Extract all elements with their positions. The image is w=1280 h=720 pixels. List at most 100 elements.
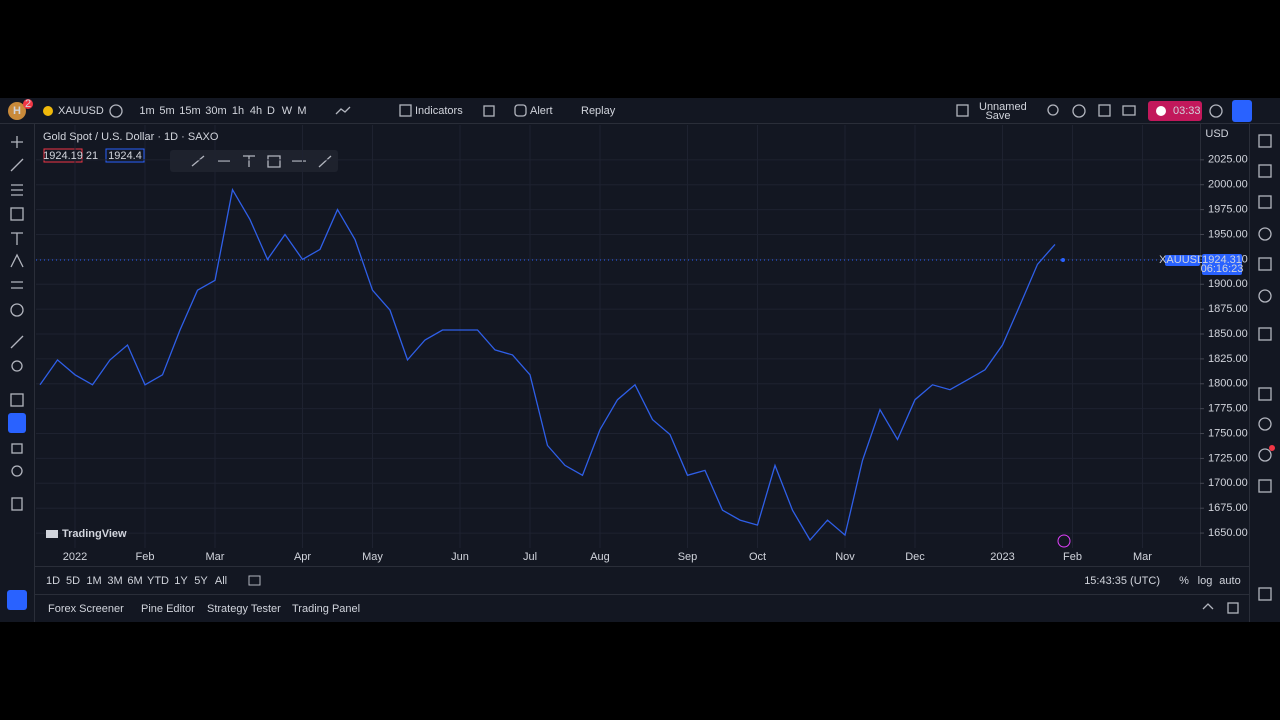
interval[interactable]: M <box>297 105 306 117</box>
percent[interactable]: % <box>1179 575 1189 587</box>
ruler[interactable] <box>10 335 24 349</box>
badge <box>23 99 33 109</box>
interval[interactable]: 1m <box>139 105 154 117</box>
notification-dot <box>1269 445 1275 451</box>
sidebar-icon[interactable] <box>1258 448 1272 462</box>
sidebar-icon[interactable] <box>1258 289 1272 303</box>
alert[interactable]: Alert <box>530 105 553 117</box>
last-price-box <box>1202 254 1242 276</box>
indicators[interactable]: Indicators <box>415 105 463 117</box>
lock[interactable] <box>11 443 23 454</box>
sidebar-icon[interactable] <box>1258 164 1272 178</box>
avatar[interactable] <box>8 102 26 120</box>
icons-tool[interactable] <box>10 303 24 317</box>
range-button[interactable]: 1D <box>46 575 60 587</box>
drawing-mode[interactable] <box>8 413 26 433</box>
floating-toolbar <box>170 150 338 172</box>
pattern-tool[interactable] <box>10 253 24 268</box>
auto[interactable]: auto <box>1219 575 1240 587</box>
sidebar-icon[interactable] <box>1258 417 1272 431</box>
interval[interactable]: D <box>267 105 275 117</box>
y-tick-label: 1800.00 <box>1208 378 1248 390</box>
range-button[interactable]: 3M <box>107 575 122 587</box>
interval[interactable]: 30m <box>205 105 226 117</box>
maximize[interactable] <box>1227 602 1239 614</box>
range-button[interactable]: 1Y <box>174 575 188 587</box>
snapshot[interactable] <box>1122 105 1136 116</box>
x-tick-label: Jul <box>523 551 537 563</box>
x-tick-label: Mar <box>1133 551 1152 563</box>
shape-tool[interactable] <box>10 207 24 221</box>
layout-name[interactable]: Unnamed <box>979 101 1027 113</box>
range-button[interactable]: All <box>215 575 227 587</box>
mic[interactable] <box>1232 100 1252 122</box>
panel-tab[interactable]: Trading Panel <box>292 603 360 615</box>
clock: 15:43:35 (UTC) <box>1084 575 1160 587</box>
bid[interactable]: 1924.19 <box>43 150 83 162</box>
event-marker[interactable] <box>1057 534 1071 548</box>
record-box[interactable] <box>1148 101 1202 121</box>
interval[interactable]: 5m <box>159 105 174 117</box>
layers[interactable] <box>1258 587 1272 601</box>
watchlist-star[interactable] <box>7 590 27 610</box>
compare-icon[interactable] <box>248 575 261 586</box>
replay[interactable]: Replay <box>581 105 616 117</box>
crosshair[interactable] <box>11 136 23 148</box>
interval[interactable]: 4h <box>250 105 262 117</box>
trend-tool[interactable] <box>10 158 24 172</box>
x-tick-label: May <box>362 551 383 563</box>
trash[interactable] <box>11 497 23 511</box>
y-tick-label: 1950.00 <box>1208 228 1248 240</box>
interval[interactable]: W <box>282 105 293 117</box>
log[interactable]: log <box>1198 575 1213 587</box>
forecast-tool[interactable] <box>11 281 23 289</box>
sidebar-icon[interactable] <box>1258 195 1272 209</box>
pause[interactable] <box>1209 104 1223 118</box>
x-tick-label: 2022 <box>63 551 87 563</box>
panel-tab[interactable]: Pine Editor <box>141 603 195 615</box>
interval[interactable]: 15m <box>179 105 200 117</box>
add-symbol[interactable] <box>109 104 123 118</box>
left-tools <box>7 136 27 610</box>
y-tick-label: 1650.00 <box>1208 527 1248 539</box>
settings[interactable] <box>1072 104 1086 118</box>
panel-tab[interactable]: Strategy Tester <box>207 603 281 615</box>
alert-icon[interactable] <box>514 104 527 117</box>
sidebar-icon[interactable] <box>1258 134 1272 148</box>
fib-tool[interactable] <box>11 184 23 196</box>
text-tool[interactable] <box>11 232 23 245</box>
range-button[interactable]: YTD <box>147 575 169 587</box>
range-button[interactable]: 6M <box>127 575 142 587</box>
hide[interactable] <box>11 465 23 477</box>
sidebar-icon[interactable] <box>1258 327 1272 341</box>
sidebar-icon[interactable] <box>1258 257 1272 271</box>
fullscreen[interactable] <box>1098 104 1111 117</box>
currency[interactable]: USD <box>1205 128 1228 140</box>
watermark-logo <box>46 530 58 538</box>
y-tick-label: 1675.00 <box>1208 502 1248 514</box>
range-button[interactable]: 5Y <box>194 575 208 587</box>
range-button[interactable]: 1M <box>86 575 101 587</box>
sidebar-icon[interactable] <box>1258 387 1272 401</box>
bid-box[interactable] <box>43 148 83 163</box>
templates-icon[interactable] <box>483 105 495 117</box>
symbol[interactable]: XAUUSD <box>58 105 104 117</box>
zoom[interactable] <box>11 360 23 372</box>
magnet[interactable] <box>10 393 24 407</box>
ask-box[interactable] <box>105 148 145 163</box>
sidebar-icon[interactable] <box>1258 479 1272 493</box>
search[interactable] <box>1047 104 1059 116</box>
indicators-icon[interactable] <box>399 104 412 117</box>
range-button[interactable]: 5D <box>66 575 80 587</box>
interval[interactable]: 1h <box>232 105 244 117</box>
last-point <box>1061 258 1065 263</box>
panel-tab[interactable]: Forex Screener <box>48 603 124 615</box>
x-tick-label: Aug <box>590 551 610 563</box>
sidebar-icon[interactable] <box>1258 227 1272 241</box>
chart-type[interactable] <box>335 106 351 115</box>
ask[interactable]: 1924.4 <box>108 150 142 162</box>
save[interactable]: Save <box>985 110 1010 122</box>
layout-icon[interactable] <box>956 104 969 117</box>
collapse[interactable] <box>1202 603 1214 610</box>
floating-tools[interactable] <box>191 155 332 168</box>
